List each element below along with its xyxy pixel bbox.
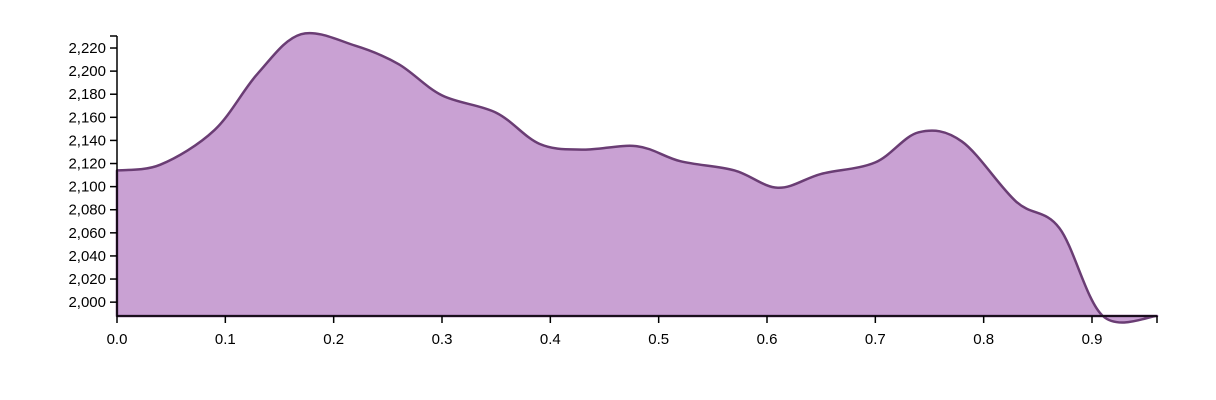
plot-area bbox=[115, 31, 1159, 324]
x-axis: 0.0 0.1 0.2 0.3 0.4 0.5 0.6 0.7 0.8 0.9 bbox=[107, 315, 1158, 348]
x-tick-label: 0.6 bbox=[757, 331, 778, 348]
y-tick-label: 2,140 bbox=[68, 132, 106, 149]
y-tick-label: 2,000 bbox=[68, 294, 106, 311]
x-tick-label: 0.9 bbox=[1082, 331, 1103, 348]
y-tick-label: 2,160 bbox=[68, 109, 106, 126]
y-tick-label: 2,040 bbox=[68, 248, 106, 265]
y-tick-label: 2,080 bbox=[68, 202, 106, 219]
x-tick-label: 0.7 bbox=[865, 331, 886, 348]
x-tick-label: 0.4 bbox=[540, 331, 561, 348]
x-tick-label: 0.8 bbox=[973, 331, 994, 348]
y-tick-label: 2,060 bbox=[68, 225, 106, 242]
x-tick-label: 0.3 bbox=[432, 331, 453, 348]
y-axis: 2,000 2,020 2,040 2,060 2,080 2,100 2,120 2,140… bbox=[68, 35, 118, 316]
area-series bbox=[115, 31, 1159, 324]
x-tick-label: 0.2 bbox=[323, 331, 344, 348]
x-tick-label: 0.1 bbox=[215, 331, 236, 348]
y-tick-label: 2,020 bbox=[68, 271, 106, 288]
y-tick-label: 2,220 bbox=[68, 40, 106, 57]
y-tick-label: 2,200 bbox=[68, 63, 106, 80]
y-tick-label: 2,100 bbox=[68, 179, 106, 196]
x-tick-label: 0.0 bbox=[107, 331, 128, 348]
y-tick-label: 2,120 bbox=[68, 156, 106, 173]
x-tick-label: 0.5 bbox=[648, 331, 669, 348]
y-tick-label: 2,180 bbox=[68, 86, 106, 103]
